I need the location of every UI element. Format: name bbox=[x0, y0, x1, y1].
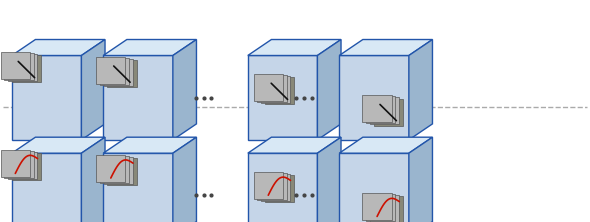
Polygon shape bbox=[103, 137, 196, 153]
Polygon shape bbox=[409, 40, 432, 140]
Bar bbox=[370, 195, 399, 222]
Polygon shape bbox=[12, 56, 81, 140]
Polygon shape bbox=[103, 56, 173, 140]
Bar bbox=[104, 157, 133, 184]
Polygon shape bbox=[339, 40, 432, 56]
Polygon shape bbox=[317, 137, 341, 222]
Polygon shape bbox=[12, 137, 105, 153]
Bar bbox=[8, 54, 37, 81]
Bar bbox=[96, 57, 126, 84]
Polygon shape bbox=[339, 153, 409, 222]
Bar bbox=[362, 95, 392, 122]
Bar bbox=[265, 77, 294, 104]
Polygon shape bbox=[103, 40, 196, 56]
Bar bbox=[254, 172, 283, 199]
Bar bbox=[373, 99, 403, 125]
Bar bbox=[1, 52, 30, 79]
Bar bbox=[96, 155, 126, 182]
Bar bbox=[12, 56, 41, 83]
Bar bbox=[370, 97, 399, 124]
Polygon shape bbox=[173, 40, 196, 140]
Polygon shape bbox=[248, 153, 317, 222]
Polygon shape bbox=[12, 40, 105, 56]
Bar bbox=[257, 75, 287, 102]
Bar bbox=[254, 74, 283, 101]
Polygon shape bbox=[339, 56, 409, 140]
Polygon shape bbox=[12, 153, 81, 222]
Bar bbox=[12, 153, 41, 180]
Bar bbox=[1, 150, 30, 177]
Polygon shape bbox=[339, 137, 432, 153]
Polygon shape bbox=[81, 40, 105, 140]
Polygon shape bbox=[173, 137, 196, 222]
Polygon shape bbox=[103, 153, 173, 222]
Bar bbox=[107, 158, 136, 185]
Bar bbox=[8, 152, 37, 179]
Bar bbox=[257, 173, 287, 200]
Polygon shape bbox=[81, 137, 105, 222]
Polygon shape bbox=[248, 56, 317, 140]
Bar bbox=[4, 53, 34, 80]
Bar bbox=[366, 194, 395, 221]
Bar bbox=[100, 156, 129, 182]
Bar bbox=[362, 193, 392, 220]
Polygon shape bbox=[317, 40, 341, 140]
Bar bbox=[265, 175, 294, 202]
Bar bbox=[366, 96, 395, 123]
Bar bbox=[373, 196, 403, 222]
Polygon shape bbox=[248, 137, 341, 153]
Bar bbox=[261, 76, 290, 103]
Polygon shape bbox=[248, 40, 341, 56]
Polygon shape bbox=[409, 137, 432, 222]
Bar bbox=[107, 60, 136, 87]
Bar bbox=[4, 151, 34, 178]
Bar bbox=[100, 58, 129, 85]
Bar bbox=[104, 59, 133, 86]
Bar bbox=[261, 174, 290, 201]
